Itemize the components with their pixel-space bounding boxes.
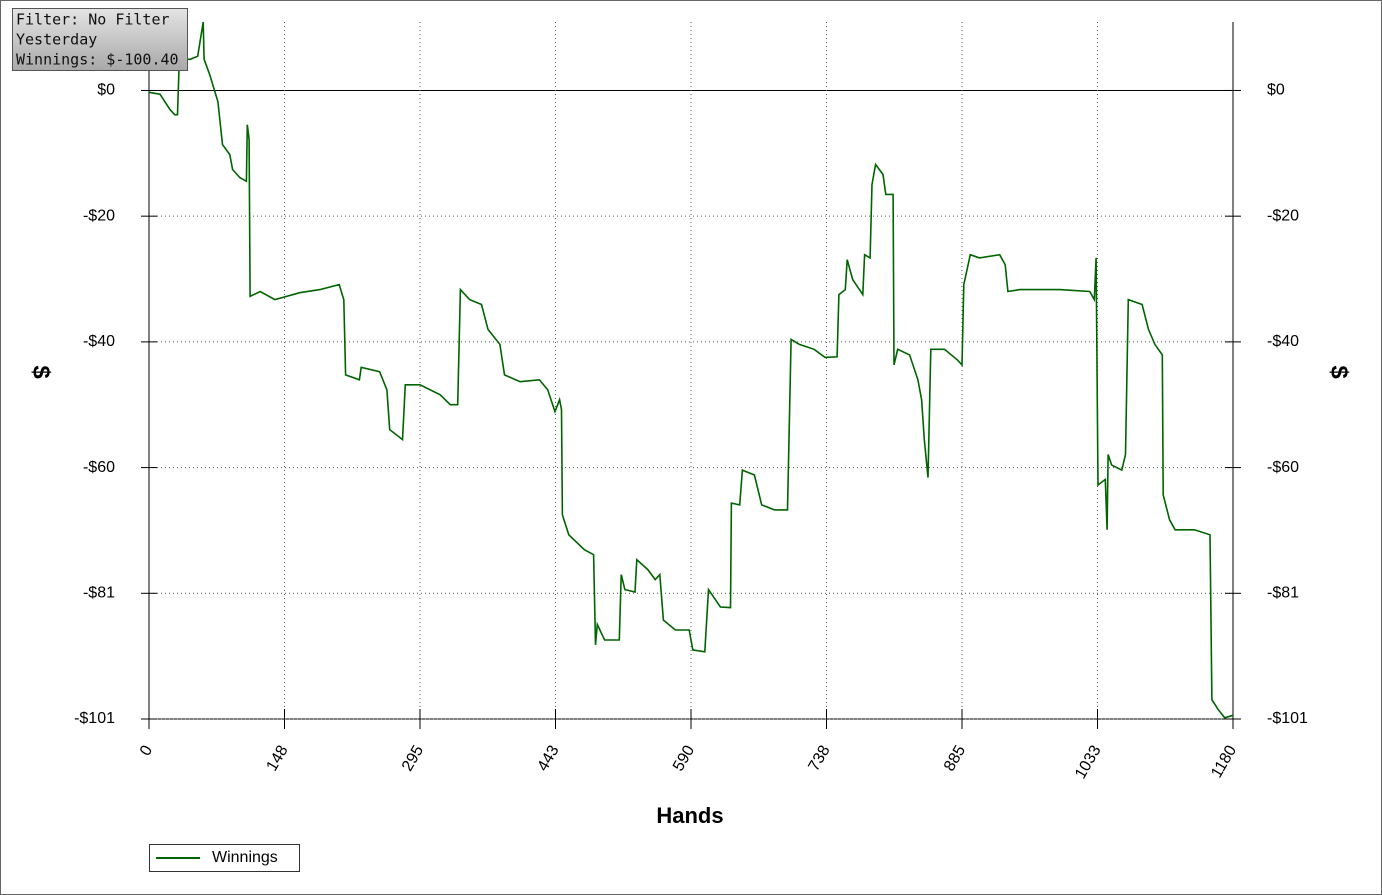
y2-tick-label: -$20 [1267,207,1299,224]
info-box [12,8,188,71]
y2-tick-label: $0 [1267,82,1285,99]
info-text: Yesterday [16,31,97,49]
x-axis-label: Hands [656,803,723,828]
y-axis-label: $ [28,365,55,379]
legend-label: Winnings [212,849,278,866]
data-line [148,21,1234,719]
y-tick-label: -$81 [83,585,115,602]
y-tick-label: -$40 [83,333,115,350]
y-tick-label: $0 [97,82,115,99]
y-tick-label: -$101 [74,710,115,727]
y2-axis-label: $ [1326,365,1353,379]
y2-tick-label: -$60 [1267,459,1299,476]
y2-tick-label: -$40 [1267,333,1299,350]
y-tick-label: -$20 [83,207,115,224]
info-text: Winnings: $-100.40 [16,51,179,69]
info-text: Filter: No Filter [16,11,170,29]
y2-tick-label: -$81 [1267,585,1299,602]
y-tick-label: -$60 [83,459,115,476]
legend: Winnings [149,844,300,872]
y2-tick-label: -$101 [1267,710,1308,727]
